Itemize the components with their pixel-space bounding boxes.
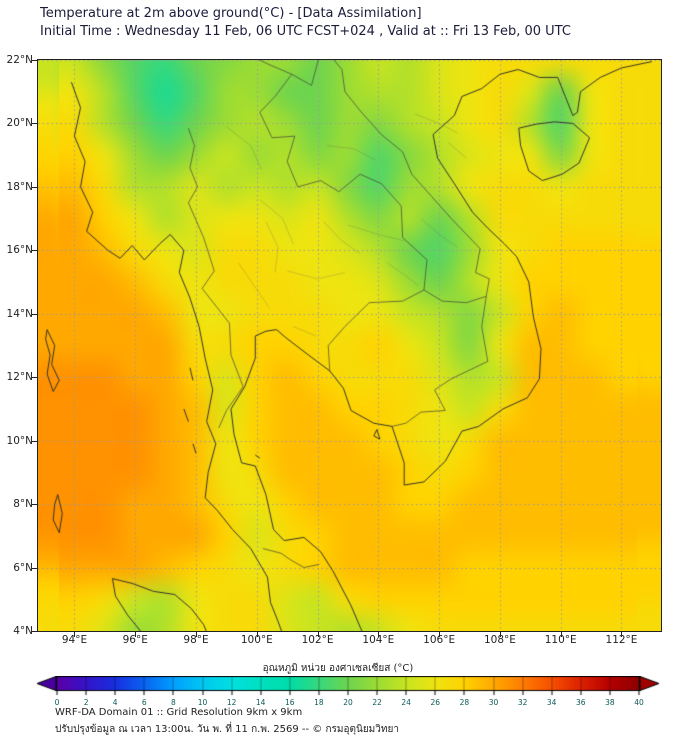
colorbar-tick-label: 0: [54, 698, 60, 707]
colorbar-tick-label: 2: [83, 698, 89, 707]
y-tick-mark: [32, 631, 37, 632]
colorbar-tick-label: 24: [401, 698, 411, 707]
y-tick-label: 16°N: [6, 244, 33, 257]
colorbar-tick-label: 40: [634, 698, 644, 707]
x-tick-label: 106°E: [423, 634, 456, 646]
y-tick-mark: [32, 440, 37, 442]
temperature-map-canvas: [38, 60, 661, 631]
x-tick-label: 96°E: [122, 634, 148, 646]
colorbar-title: อุณหภูมิ หน่วย องศาเซลเซียส (°C): [262, 663, 414, 674]
y-tick-label: 18°N: [6, 180, 33, 193]
y-tick-label: 14°N: [6, 307, 33, 320]
x-tick-mark: [256, 632, 258, 637]
x-tick-mark: [135, 632, 137, 637]
x-tick-label: 108°E: [483, 634, 516, 646]
x-tick-mark: [621, 632, 623, 637]
x-tick-mark: [74, 632, 76, 637]
colorbar-tick-label: 34: [546, 698, 557, 707]
colorbar-tick-label: 32: [517, 698, 528, 707]
y-tick-label: 4°N: [13, 625, 33, 637]
y-tick-label: 8°N: [13, 498, 33, 511]
y-tick-label: 12°N: [6, 371, 33, 384]
colorbar-tick-label: 20: [343, 698, 353, 707]
y-tick-label: 22°N: [6, 54, 33, 66]
x-tick-mark: [317, 632, 319, 637]
y-tick-mark: [32, 377, 37, 379]
map-subtitle: Initial Time : Wednesday 11 Feb, 06 UTC …: [40, 24, 571, 39]
x-tick-label: 102°E: [301, 634, 334, 646]
y-tick-label: 20°N: [6, 117, 33, 130]
colorbar-tick-label: 22: [372, 698, 382, 707]
y-tick-mark: [32, 567, 37, 569]
map-title: Temperature at 2m above ground(°C) - [Da…: [40, 6, 422, 21]
y-tick-mark: [32, 186, 37, 188]
colorbar-tick-label: 6: [141, 698, 147, 707]
x-tick-mark: [196, 632, 198, 637]
x-tick-label: 110°E: [544, 634, 577, 646]
colorbar-tick-label: 36: [576, 698, 586, 707]
x-tick-mark: [499, 632, 501, 637]
colorbar-tick-label: 28: [459, 698, 470, 707]
colorbar-tick-label: 16: [285, 698, 295, 707]
colorbar-tick-label: 18: [314, 698, 324, 707]
x-tick-label: 94°E: [61, 634, 88, 646]
y-tick-mark: [32, 250, 37, 252]
footer-domain-info: WRF-DA Domain 01 :: Grid Resolution 9km …: [55, 707, 303, 718]
colorbar-tick-label: 30: [488, 698, 499, 707]
x-tick-label: 100°E: [240, 634, 273, 646]
colorbar-tick-label: 12: [226, 698, 237, 707]
y-tick-label: 10°N: [6, 434, 33, 447]
colorbar-tick-label: 4: [112, 698, 118, 707]
colorbar-tick-label: 14: [255, 698, 266, 707]
x-tick-mark: [560, 632, 562, 637]
y-tick-mark: [32, 313, 37, 315]
x-tick-mark: [378, 632, 380, 637]
x-tick-label: 98°E: [183, 634, 209, 646]
x-tick-label: 104°E: [362, 634, 395, 646]
colorbar-tick-label: 38: [605, 698, 615, 707]
x-tick-label: 112°E: [605, 634, 638, 646]
colorbar-tick-label: 8: [171, 698, 176, 707]
footer-update-info: ปรับปรุงข้อมูล ณ เวลา 13:00น. วัน พ. ที่…: [55, 724, 399, 735]
colorbar-tick-label: 10: [197, 698, 208, 707]
map-frame: [37, 59, 662, 632]
y-tick-mark: [32, 123, 37, 125]
y-tick-mark: [32, 60, 37, 61]
y-tick-label: 6°N: [13, 561, 33, 574]
y-tick-mark: [32, 504, 37, 506]
colorbar-tick-label: 26: [430, 698, 441, 707]
colorbar-canvas: [36, 676, 660, 696]
x-tick-mark: [439, 632, 441, 637]
